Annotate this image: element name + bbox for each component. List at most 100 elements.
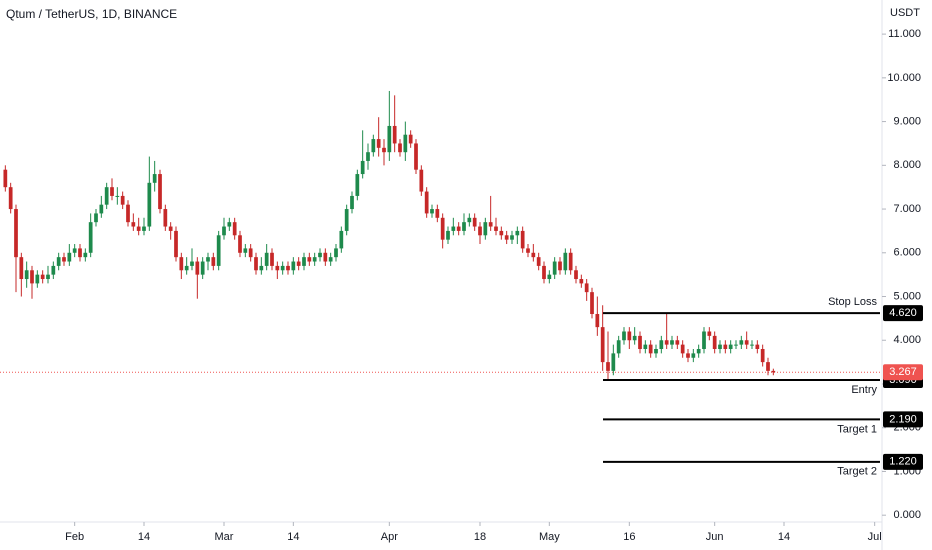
- level-price-label: 1.220: [889, 456, 917, 468]
- candle-body: [334, 248, 338, 258]
- candle-body: [350, 195, 354, 210]
- candle-body: [392, 125, 397, 144]
- candle-body: [174, 230, 178, 258]
- price-unit: USDT: [890, 7, 920, 19]
- candle-body: [126, 204, 130, 223]
- candle-body: [56, 257, 61, 266]
- candle-body: [488, 222, 493, 227]
- candle-body: [622, 331, 626, 341]
- x-tick-label: Mar: [215, 531, 234, 543]
- x-tick-label: Jun: [706, 531, 724, 543]
- candle-body: [120, 195, 125, 205]
- last-price-box: [883, 364, 923, 381]
- candle-body: [366, 152, 370, 161]
- candle-body: [680, 344, 685, 354]
- candle-body: [499, 230, 504, 236]
- candle-body: [72, 248, 77, 253]
- candle-body: [696, 348, 701, 354]
- y-tick-label: 0.000: [893, 509, 921, 521]
- candle-body: [238, 235, 242, 253]
- y-tick-label: 11.000: [888, 28, 921, 40]
- candle-body: [360, 160, 365, 175]
- candle-body: [248, 248, 253, 258]
- chart-title: Qtum / TetherUS, 1D, BINANCE: [6, 7, 177, 21]
- x-tick-label: Apr: [381, 531, 398, 543]
- candle-body: [136, 226, 141, 231]
- y-tick-label: 6.000: [893, 247, 921, 259]
- candle-body: [142, 226, 146, 231]
- candle-body: [590, 292, 594, 315]
- candle-body: [131, 222, 136, 227]
- candle-body: [382, 147, 386, 153]
- candle-body: [168, 226, 173, 231]
- candle-body: [19, 257, 24, 280]
- candle-body: [584, 283, 589, 293]
- candle-body: [40, 274, 45, 280]
- candle-body: [291, 261, 296, 271]
- candle-body: [51, 265, 56, 275]
- candle-body: [424, 191, 429, 214]
- candle-body: [627, 331, 632, 341]
- candle-body: [216, 235, 221, 266]
- candle-body: [734, 344, 738, 346]
- candle-body: [643, 344, 648, 349]
- candle-body: [67, 252, 72, 262]
- candle-body: [568, 252, 573, 271]
- candle-body: [163, 209, 168, 227]
- candle-body: [307, 257, 312, 262]
- candle-body: [478, 226, 482, 236]
- x-tick-label: 14: [778, 531, 790, 543]
- candle-body: [78, 248, 82, 258]
- candle-body: [211, 257, 216, 266]
- level-price-box: [883, 305, 923, 322]
- x-tick-label: Jul: [868, 531, 882, 543]
- x-tick-label: Feb: [65, 531, 84, 543]
- candle-body: [46, 274, 50, 280]
- level-price-box: [883, 411, 923, 428]
- candle-body: [328, 257, 333, 262]
- candle-body: [318, 252, 322, 258]
- candle-body: [600, 327, 605, 363]
- candle-body: [88, 222, 93, 253]
- candle-body: [3, 169, 8, 188]
- candle-body: [654, 348, 658, 354]
- candle-body: [472, 217, 477, 227]
- candle-body: [632, 335, 637, 341]
- candle-body: [664, 340, 669, 345]
- level-price-label: 2.190: [889, 413, 917, 425]
- candle-body: [451, 226, 456, 231]
- y-tick-label: 8.000: [893, 159, 921, 171]
- candle-body: [286, 265, 290, 271]
- candle-body: [467, 217, 472, 223]
- candle-body: [558, 261, 562, 271]
- candle-body: [35, 274, 40, 284]
- candle-body: [718, 344, 722, 349]
- level-name: Target 2: [837, 466, 877, 478]
- candle-body: [259, 265, 264, 271]
- last-price-label: 3.267: [889, 366, 917, 378]
- candle-body: [638, 335, 642, 349]
- candle-body: [648, 344, 653, 354]
- candle-body: [24, 270, 29, 280]
- candle-body: [750, 344, 754, 346]
- candle-body: [264, 252, 269, 266]
- candle-body: [195, 261, 200, 275]
- candle-body: [430, 209, 434, 214]
- candle-body: [243, 248, 248, 253]
- candle-body: [552, 261, 557, 275]
- level-name: Entry: [851, 384, 877, 396]
- x-tick-label: 18: [474, 531, 486, 543]
- candle-body: [446, 230, 450, 240]
- level-name: Stop Loss: [828, 296, 877, 308]
- candle-body: [296, 261, 301, 266]
- candle-body: [152, 174, 157, 183]
- candle-body: [158, 174, 162, 210]
- candle-body: [755, 344, 760, 349]
- candle-body: [440, 217, 445, 240]
- candle-body: [408, 134, 413, 144]
- candle-body: [387, 125, 392, 153]
- candle-body: [339, 230, 344, 249]
- candle-body: [563, 252, 568, 271]
